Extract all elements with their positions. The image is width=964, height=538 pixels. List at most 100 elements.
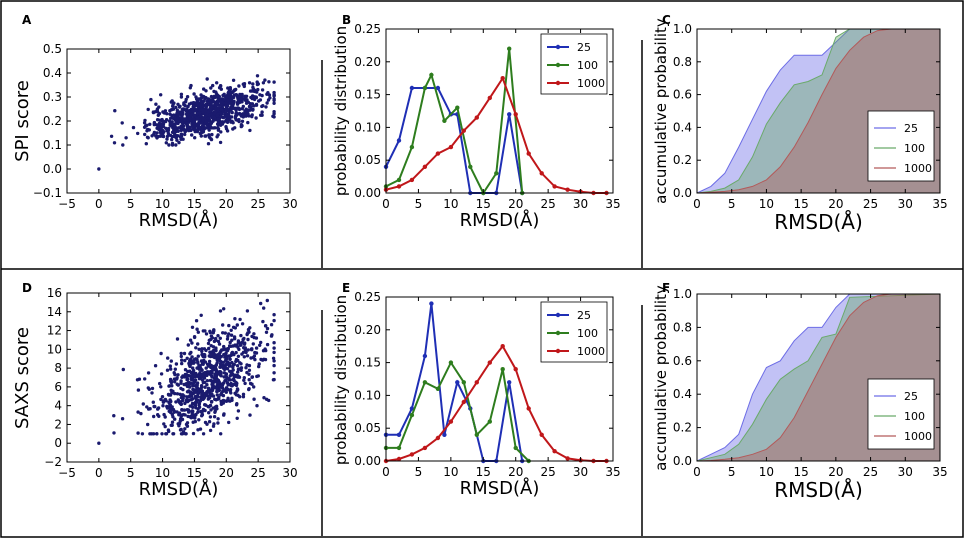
scatter-point bbox=[142, 121, 147, 125]
scatter-point bbox=[240, 100, 244, 104]
series-marker bbox=[442, 118, 447, 124]
scatter-point bbox=[113, 109, 117, 113]
scatter-point bbox=[254, 102, 259, 107]
scatter-point bbox=[271, 114, 275, 119]
scatter-point bbox=[141, 402, 145, 406]
scatter-point bbox=[260, 110, 264, 114]
x-tick-label: −5 bbox=[58, 197, 76, 211]
y-tick-label: 0.0 bbox=[673, 454, 692, 468]
scatter-point bbox=[182, 351, 187, 356]
scatter-point bbox=[170, 99, 174, 103]
scatter-point bbox=[195, 327, 199, 331]
scatter-point bbox=[272, 93, 276, 98]
scatter-point bbox=[202, 347, 207, 351]
y-tick-label: 8 bbox=[54, 361, 62, 375]
scatter-point bbox=[247, 368, 252, 372]
scatter-point bbox=[159, 93, 163, 97]
scatter-point bbox=[227, 107, 232, 111]
scatter-point bbox=[174, 105, 178, 110]
scatter-point bbox=[178, 428, 183, 432]
scatter-point bbox=[191, 431, 196, 436]
scatter-point bbox=[131, 125, 136, 130]
scatter-point bbox=[212, 329, 216, 333]
scatter-point bbox=[170, 412, 174, 417]
scatter-point bbox=[239, 124, 243, 129]
scatter-point bbox=[234, 383, 239, 388]
x-tick-label: 5 bbox=[728, 465, 736, 479]
scatter-point bbox=[191, 117, 195, 121]
scatter-point bbox=[225, 347, 230, 351]
scatter-point bbox=[226, 98, 230, 103]
scatter-point bbox=[177, 400, 181, 404]
scatter-point bbox=[186, 373, 191, 378]
scatter-point bbox=[97, 441, 101, 445]
series-marker bbox=[396, 138, 402, 143]
x-tick-label: 25 bbox=[863, 465, 878, 479]
x-tick-label: 10 bbox=[155, 197, 170, 211]
scatter-point bbox=[204, 134, 208, 138]
scatter-point bbox=[220, 348, 224, 352]
axes-frame bbox=[385, 296, 614, 462]
scatter-point bbox=[185, 424, 190, 428]
legend-label: 100 bbox=[577, 327, 598, 340]
scatter-point bbox=[252, 385, 256, 389]
series-marker bbox=[565, 456, 570, 461]
scatter-point bbox=[199, 388, 203, 392]
scatter-point bbox=[241, 395, 246, 399]
line-series-25 bbox=[385, 87, 524, 194]
scatter-point bbox=[259, 340, 263, 345]
scatter-point bbox=[200, 349, 204, 354]
scatter-point bbox=[179, 95, 184, 99]
scatter-point bbox=[216, 339, 221, 344]
legend: 25 100 1000 bbox=[540, 301, 608, 363]
scatter-point bbox=[259, 301, 263, 306]
scatter-point bbox=[194, 412, 198, 417]
scatter-point bbox=[226, 90, 231, 95]
scatter-point bbox=[268, 96, 272, 100]
scatter-point bbox=[179, 351, 183, 356]
scatter-point bbox=[187, 384, 191, 388]
scatter-point bbox=[149, 97, 153, 102]
scatter-point bbox=[186, 380, 191, 384]
scatter-point bbox=[257, 364, 261, 369]
scatter-point bbox=[252, 332, 256, 336]
scatter-point bbox=[207, 98, 211, 102]
scatter-point bbox=[267, 80, 271, 84]
scatter-point bbox=[194, 101, 198, 106]
series-marker bbox=[474, 115, 479, 120]
scatter-point bbox=[157, 127, 161, 132]
scatter-point bbox=[121, 143, 125, 147]
y-tick-label: 0.20 bbox=[354, 55, 381, 69]
scatter-point bbox=[146, 422, 150, 427]
series-marker bbox=[396, 456, 402, 462]
scatter-point bbox=[183, 432, 188, 436]
scatter-point bbox=[167, 119, 172, 123]
scatter-point bbox=[168, 364, 172, 368]
scatter-point bbox=[265, 101, 269, 105]
series-marker bbox=[409, 144, 415, 150]
y-tick-label: 0.2 bbox=[43, 114, 62, 128]
series-marker bbox=[552, 449, 557, 454]
y-tick-label: 0.10 bbox=[354, 120, 381, 134]
x-tick-label: −5 bbox=[58, 466, 76, 480]
scatter-point bbox=[259, 357, 263, 362]
scatter-point bbox=[161, 133, 165, 137]
scatter-point bbox=[166, 129, 170, 133]
legend-label: 100 bbox=[577, 59, 598, 72]
y-tick-label: 0.4 bbox=[673, 120, 692, 134]
scatter-point bbox=[231, 325, 236, 329]
scatter-point bbox=[239, 343, 243, 347]
scatter-point bbox=[236, 393, 240, 397]
legend: 25 100 1000 bbox=[867, 110, 935, 182]
scatter-point bbox=[210, 132, 214, 137]
scatter-point bbox=[177, 424, 181, 428]
series-marker bbox=[500, 344, 505, 349]
scatter-point bbox=[238, 317, 242, 322]
scatter-point bbox=[219, 102, 223, 107]
scatter-point bbox=[264, 330, 269, 334]
scatter-point bbox=[215, 94, 219, 98]
scatter-point bbox=[193, 416, 197, 420]
scatter-point bbox=[109, 134, 114, 138]
x-tick-label: 15 bbox=[476, 465, 491, 479]
scatter-point bbox=[240, 352, 244, 356]
